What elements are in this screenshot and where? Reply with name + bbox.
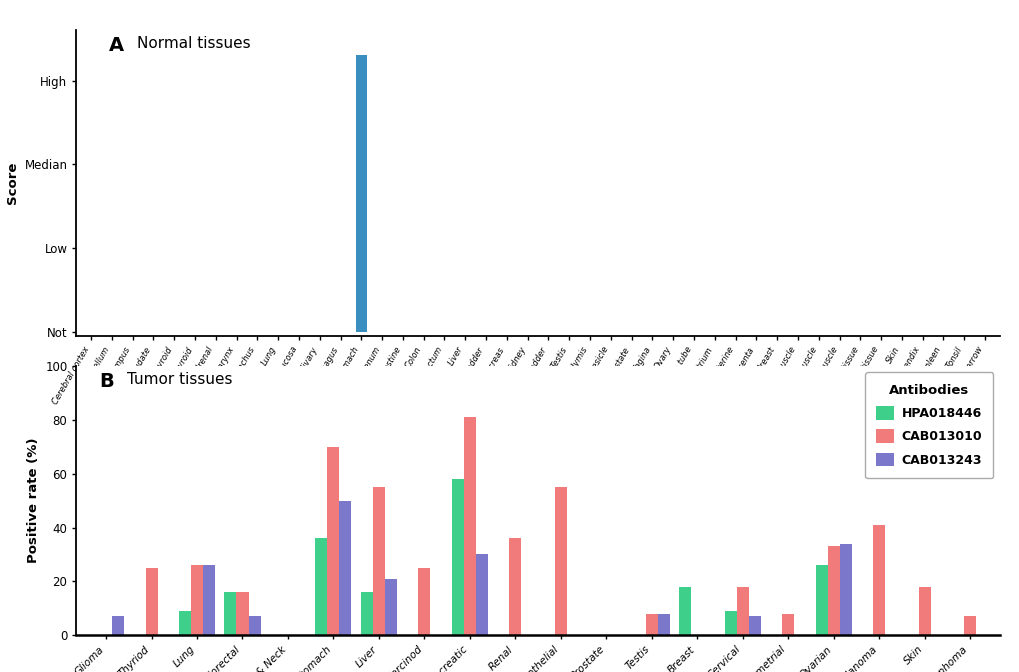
Y-axis label: Score: Score	[6, 162, 19, 204]
Bar	[112, 616, 124, 635]
Legend: HPA018446, CAB013010, CAB013243: HPA018446, CAB013010, CAB013243	[864, 372, 993, 478]
Bar	[657, 614, 669, 635]
Bar	[224, 592, 236, 635]
Text: Tumor tissues: Tumor tissues	[127, 372, 232, 386]
Text: A: A	[109, 36, 124, 55]
Bar	[315, 538, 327, 635]
Bar	[384, 579, 396, 635]
Bar	[736, 587, 748, 635]
Bar	[451, 479, 464, 635]
Bar	[373, 487, 384, 635]
Bar	[191, 565, 203, 635]
Bar	[508, 538, 521, 635]
Bar	[554, 487, 567, 635]
Bar	[464, 417, 476, 635]
Bar	[339, 501, 352, 635]
Bar	[249, 616, 260, 635]
Bar	[361, 592, 373, 635]
X-axis label: Normal tissue types: Normal tissue types	[463, 413, 612, 425]
Bar	[146, 568, 157, 635]
Bar	[178, 611, 191, 635]
Y-axis label: Positive rate (%): Positive rate (%)	[26, 438, 40, 563]
Bar	[872, 525, 884, 635]
Bar	[327, 447, 339, 635]
Bar	[826, 546, 839, 635]
Bar	[679, 587, 691, 635]
Text: Normal tissues: Normal tissues	[137, 36, 250, 51]
Bar	[963, 616, 975, 635]
Bar	[236, 592, 249, 635]
Bar	[203, 565, 215, 635]
Text: B: B	[100, 372, 114, 390]
Bar	[723, 611, 736, 635]
Bar	[476, 554, 487, 635]
Bar	[356, 55, 367, 332]
Bar	[782, 614, 794, 635]
Bar	[918, 587, 929, 635]
Bar	[839, 544, 851, 635]
Bar	[645, 614, 657, 635]
Bar	[748, 616, 760, 635]
Bar	[418, 568, 430, 635]
Bar	[815, 565, 826, 635]
